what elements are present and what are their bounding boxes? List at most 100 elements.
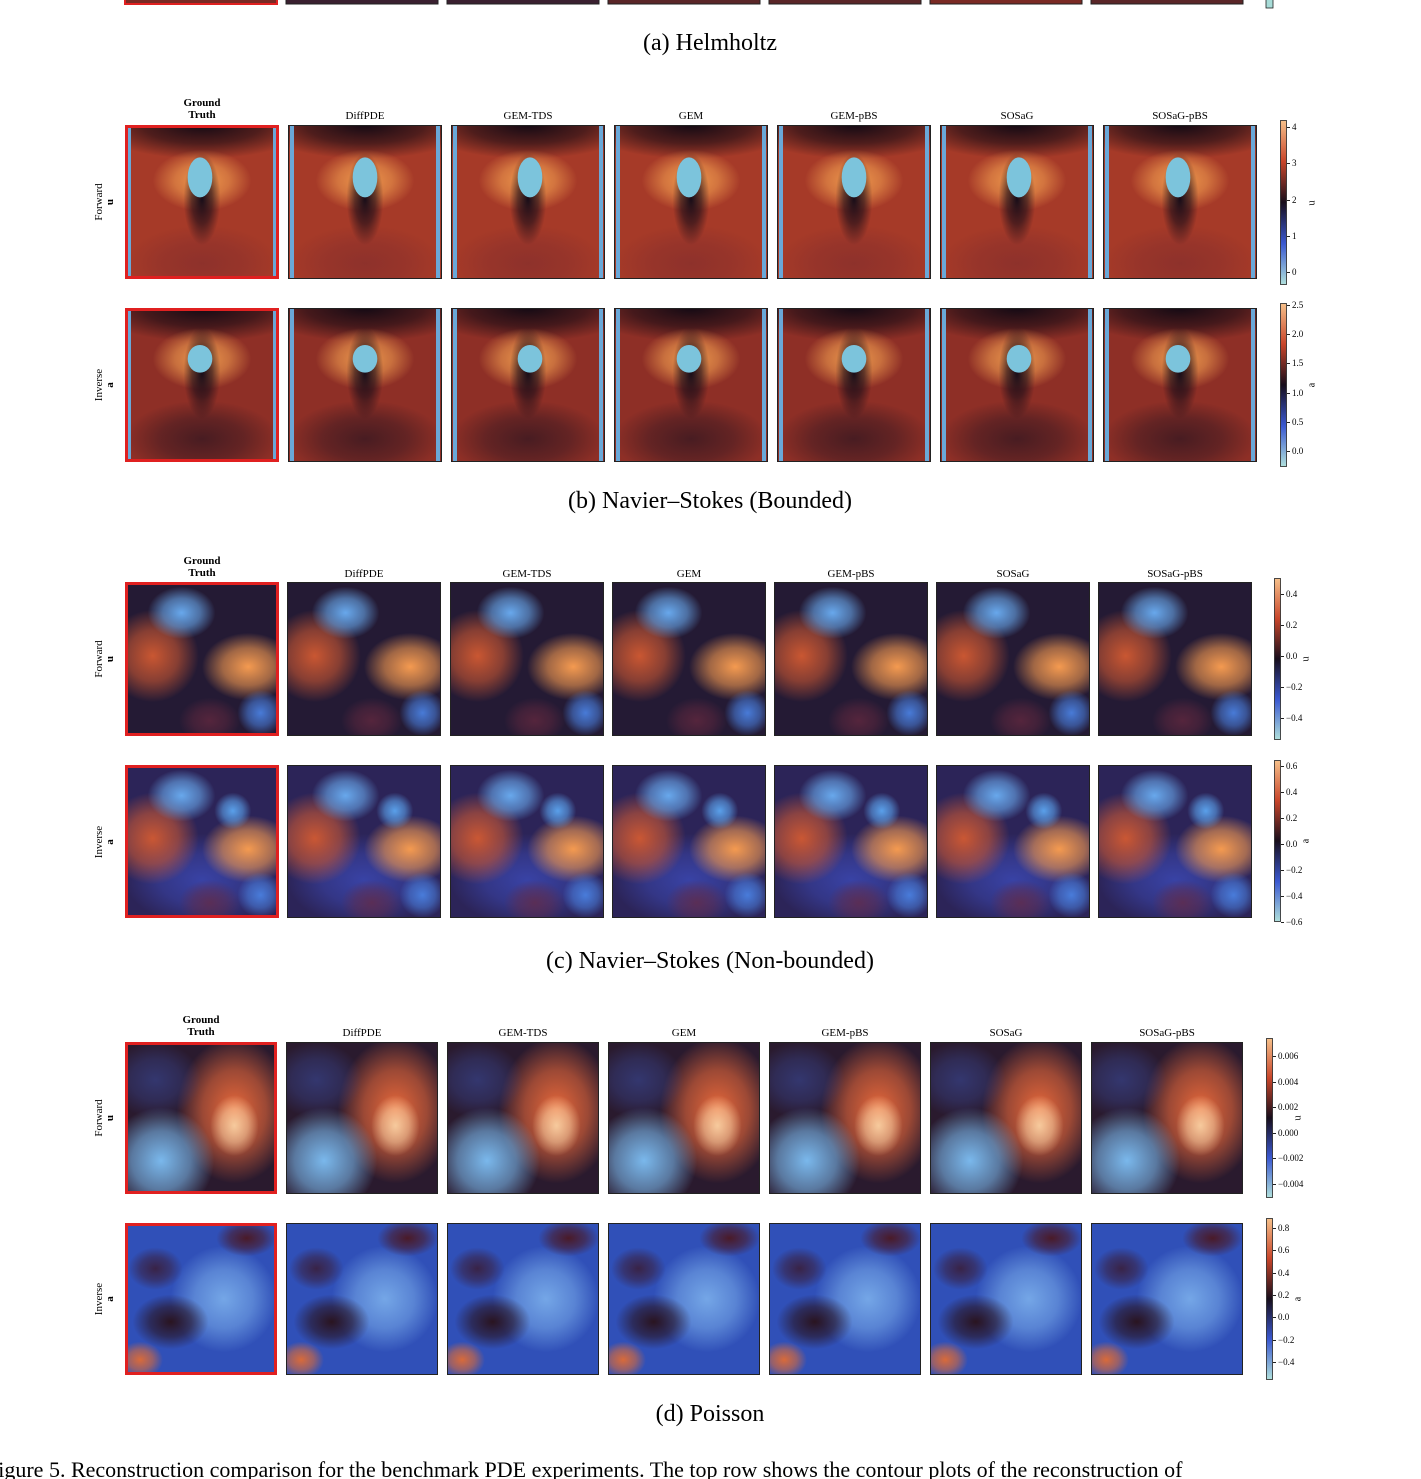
colorbar-tick <box>1273 1158 1276 1160</box>
reconstruction-image <box>777 125 931 279</box>
colorbar-label: a <box>1292 1296 1304 1302</box>
reconstruction-image <box>608 1042 760 1194</box>
colorbar-tick <box>1281 718 1284 719</box>
colorbar-tick <box>1281 594 1284 595</box>
colorbar-tick <box>1287 163 1290 165</box>
reconstruction-image <box>287 582 441 736</box>
column-header: GEM <box>671 1027 697 1039</box>
colorbar-tick <box>1273 1272 1276 1274</box>
colorbar-tick <box>1281 870 1284 871</box>
reconstruction-image <box>1098 582 1252 736</box>
row-label: Inverse a <box>93 825 116 857</box>
colorbar-tick <box>1273 1295 1276 1296</box>
colorbar-tick <box>1287 272 1290 273</box>
reconstruction-image <box>1103 308 1257 462</box>
colorbar-tick-label: 2 <box>1292 194 1297 205</box>
column-header: GEM <box>678 110 704 122</box>
reconstruction-image <box>612 582 766 736</box>
colorbar-tick-label: 0.2 <box>1278 1290 1290 1300</box>
reconstruction-image <box>125 1223 277 1375</box>
colorbar-tick-label: 0.4 <box>1286 787 1298 797</box>
reconstruction-image <box>451 308 605 462</box>
colorbar-tick-label: 0.006 <box>1278 1051 1299 1061</box>
reconstruction-image <box>940 125 1094 279</box>
colorbar-label: a <box>1300 838 1312 844</box>
colorbar-tick <box>1287 199 1290 201</box>
row-variable: a <box>104 382 116 388</box>
colorbar-tick-label: 0.8 <box>1278 1223 1290 1233</box>
colorbar-tick-label: 2.0 <box>1292 329 1304 340</box>
colorbar-tick <box>1273 1184 1276 1185</box>
row-label: Forward u <box>93 1099 116 1136</box>
colorbar-tick-label: 0.004 <box>1278 1076 1299 1087</box>
reconstruction-image <box>930 1223 1082 1375</box>
reconstruction-image <box>447 1223 599 1375</box>
colorbar-tick-label: 0.6 <box>1278 1245 1290 1256</box>
colorbar-tick-label: 0 <box>1292 267 1297 277</box>
colorbar-tick <box>1281 818 1284 819</box>
colorbar-tick <box>1273 1339 1276 1341</box>
colorbar-label: a <box>1306 382 1318 388</box>
colorbar-tick <box>1281 896 1284 897</box>
colorbar-tick <box>1287 305 1290 306</box>
colorbar-tick-label: 0.2 <box>1286 620 1298 630</box>
colorbar-tick-label: 1 <box>1292 230 1297 241</box>
reconstruction-image <box>1103 125 1257 279</box>
reconstruction-image <box>287 765 441 918</box>
reconstruction-image <box>940 308 1094 462</box>
reconstruction-image <box>774 765 928 918</box>
colorbar-tick <box>1273 1317 1276 1319</box>
colorbar <box>1266 1218 1273 1380</box>
row-variable: u <box>104 1114 116 1122</box>
colorbar-tick-label: −0.002 <box>1278 1153 1304 1164</box>
colorbar-tick-label: −0.4 <box>1278 1357 1295 1367</box>
colorbar-tick <box>1287 363 1290 365</box>
column-header: GEM-pBS <box>821 1027 869 1039</box>
caption: (a) Helmholtz <box>643 30 777 56</box>
row-variable: u <box>104 198 116 206</box>
partial-top-row <box>124 0 1274 9</box>
colorbar-tick <box>1273 1362 1276 1363</box>
column-header: Ground Truth <box>182 1014 220 1038</box>
colorbar-tick <box>1287 334 1290 336</box>
row-label: Forward u <box>93 183 116 220</box>
reconstruction-image <box>930 1042 1082 1194</box>
colorbar-tick <box>1287 127 1290 128</box>
colorbar-label: u <box>1292 1115 1304 1121</box>
colorbar-tick-label: 0.6 <box>1286 761 1298 771</box>
reconstruction-image <box>125 308 279 462</box>
colorbar-tick-label: 2.5 <box>1292 300 1304 310</box>
colorbar-tick-label: 3 <box>1292 158 1297 169</box>
reconstruction-image <box>288 125 442 279</box>
column-header: SOSaG-pBS <box>1147 568 1203 580</box>
column-header: SOSaG-pBS <box>1152 110 1208 122</box>
colorbar-tick <box>1273 1056 1276 1057</box>
colorbar-tick <box>1287 392 1290 394</box>
column-header: GEM-TDS <box>503 110 553 122</box>
reconstruction-image <box>286 1042 438 1194</box>
column-header: SOSaG <box>1000 110 1034 122</box>
caption: (d) Poisson <box>655 1401 765 1427</box>
colorbar-tick <box>1273 1228 1276 1229</box>
colorbar-label: u <box>1306 200 1318 205</box>
colorbar <box>1266 1038 1273 1198</box>
column-header: Ground Truth <box>183 555 221 579</box>
reconstruction-image <box>125 125 279 279</box>
colorbar-tick-label: 0.4 <box>1286 589 1298 599</box>
reconstruction-image <box>447 1042 599 1194</box>
reconstruction-image <box>450 582 604 736</box>
colorbar-tick-label: −0.4 <box>1286 891 1303 901</box>
reconstruction-image <box>451 125 605 279</box>
colorbar <box>1280 120 1287 285</box>
row-label: Forward u <box>93 640 116 677</box>
reconstruction-image <box>936 765 1090 918</box>
colorbar-tick <box>1281 844 1284 845</box>
caption: (c) Navier–Stokes (Non-bounded) <box>546 948 874 974</box>
row-variable: u <box>104 655 116 663</box>
row-variable: a <box>104 1296 116 1302</box>
colorbar-tick <box>1281 687 1284 688</box>
column-header: Ground Truth <box>183 97 221 121</box>
column-header: SOSaG <box>996 568 1030 580</box>
colorbar-tick-label: −0.2 <box>1278 1334 1295 1345</box>
